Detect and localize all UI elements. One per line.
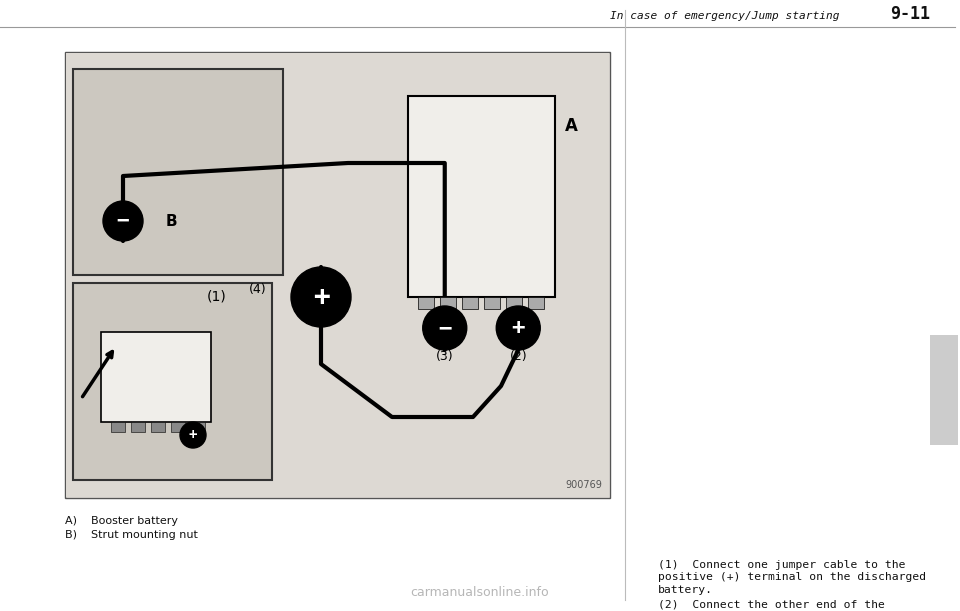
Bar <box>111 422 125 432</box>
Circle shape <box>422 306 467 350</box>
Bar <box>930 335 958 445</box>
Bar <box>462 297 478 309</box>
Bar <box>528 297 544 309</box>
Text: positive (+) terminal on the discharged: positive (+) terminal on the discharged <box>658 573 926 582</box>
Bar <box>73 69 283 275</box>
Circle shape <box>496 306 540 350</box>
Bar <box>73 283 272 480</box>
Bar <box>418 297 434 309</box>
Text: (2)  Connect the other end of the: (2) Connect the other end of the <box>658 599 885 610</box>
Circle shape <box>291 267 351 327</box>
Bar <box>131 422 145 432</box>
Text: 9-11: 9-11 <box>890 5 930 23</box>
Text: (2): (2) <box>510 350 527 363</box>
Text: carmanualsonline.info: carmanualsonline.info <box>411 586 549 599</box>
Text: B: B <box>165 213 177 229</box>
Bar <box>484 297 500 309</box>
Text: B)    Strut mounting nut: B) Strut mounting nut <box>65 530 198 540</box>
Bar <box>506 297 522 309</box>
Text: +: + <box>189 428 197 442</box>
Text: (4): (4) <box>250 283 267 296</box>
Text: In case of emergency/Jump starting: In case of emergency/Jump starting <box>611 11 840 21</box>
Bar <box>408 96 555 297</box>
Text: A)    Booster battery: A) Booster battery <box>65 516 178 526</box>
Bar <box>101 332 211 422</box>
Text: +: + <box>512 318 525 338</box>
Text: (1)  Connect one jumper cable to the: (1) Connect one jumper cable to the <box>658 560 905 570</box>
Text: battery.: battery. <box>658 585 713 595</box>
Bar <box>171 422 185 432</box>
Text: −: − <box>117 211 130 231</box>
Text: 900769: 900769 <box>565 480 602 490</box>
Text: +: + <box>313 283 329 311</box>
Circle shape <box>103 201 143 241</box>
Text: A: A <box>565 117 578 135</box>
Bar <box>440 297 456 309</box>
Text: −: − <box>438 318 451 338</box>
Bar <box>191 422 205 432</box>
Text: (3): (3) <box>436 350 453 363</box>
Bar <box>66 53 609 497</box>
Bar <box>151 422 165 432</box>
Circle shape <box>180 422 206 448</box>
Bar <box>65 52 610 498</box>
Text: (1): (1) <box>207 290 227 304</box>
